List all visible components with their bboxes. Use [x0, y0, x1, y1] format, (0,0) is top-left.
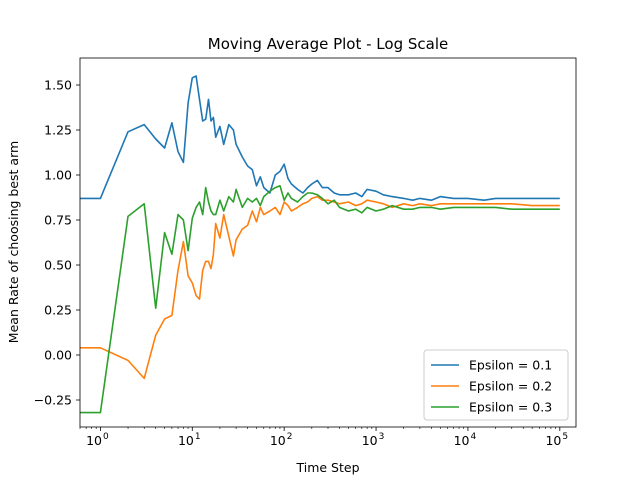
series-group: [80, 75, 560, 414]
legend-box: [423, 349, 569, 421]
y-tick-label: 1.00: [44, 168, 72, 183]
chart-title: Moving Average Plot - Log Scale: [208, 35, 448, 53]
y-tick-label: 0.75: [44, 213, 72, 228]
y-tick-label: 1.25: [44, 123, 72, 138]
x-axis-label: Time Step: [295, 460, 359, 475]
series-line-1: [80, 75, 560, 201]
x-tick-exponent: 4: [471, 432, 477, 442]
legend-label-1: Epsilon = 0.1: [469, 358, 552, 373]
x-tick-label: 100: [86, 432, 109, 448]
y-tick-label: 1.50: [44, 78, 72, 93]
legend-label-3: Epsilon = 0.3: [469, 400, 552, 415]
y-tick-label: −0.25: [34, 393, 72, 408]
x-tick-label: 103: [362, 432, 385, 448]
x-tick-exponent: 1: [195, 432, 201, 442]
legend: Epsilon = 0.1 Epsilon = 0.2 Epsilon = 0.3: [423, 349, 569, 421]
x-tick-label: 104: [454, 432, 477, 448]
x-tick-label: 102: [270, 432, 293, 448]
x-tick-exponent: 5: [562, 432, 568, 442]
y-tick-label: 0.50: [44, 258, 72, 273]
x-tick-exponent: 2: [287, 432, 293, 442]
y-axis-label: Mean Rate of choosing best arm: [6, 141, 21, 343]
legend-label-2: Epsilon = 0.2: [469, 379, 552, 394]
y-axis: −0.25 0.00 0.25 0.50 0.75 1.00 1.25 1.50: [34, 78, 80, 408]
y-tick-label: 0.00: [44, 348, 72, 363]
y-tick-label: 0.25: [44, 303, 72, 318]
series-line-3: [80, 185, 560, 414]
x-tick-label: 105: [545, 432, 568, 448]
series-line-2: [80, 195, 560, 380]
x-tick-label: 101: [178, 432, 201, 448]
x-tick-exponent: 0: [103, 432, 109, 442]
x-tick-exponent: 3: [379, 432, 385, 442]
x-axis: 100 101 102 103 104 105: [79, 427, 568, 448]
